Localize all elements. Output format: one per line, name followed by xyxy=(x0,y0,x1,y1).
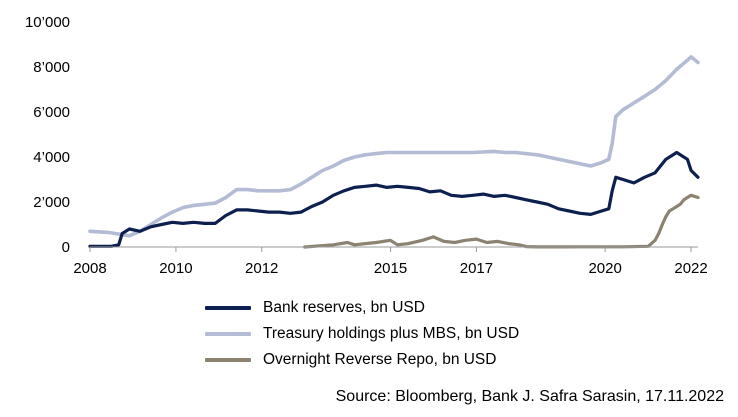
y-tick-label: 8’000 xyxy=(33,59,70,76)
y-tick-label: 2’000 xyxy=(33,194,70,211)
x-tick-label: 2015 xyxy=(374,260,407,277)
chart-plot: 0 2’000 4’000 6’000 8’000 10’000 2008 2010 2012… xyxy=(25,14,708,277)
series-line-0 xyxy=(88,150,700,248)
series-layer xyxy=(88,55,700,249)
legend-item-treasury-mbs: Treasury holdings plus MBS, bn USD xyxy=(205,322,519,346)
y-tick-label: 6’000 xyxy=(33,104,70,121)
legend-item-overnight-reverse-repo: Overnight Reverse Repo, bn USD xyxy=(205,348,519,372)
legend-label: Overnight Reverse Repo, bn USD xyxy=(263,351,497,368)
x-tick-label: 2008 xyxy=(73,260,106,277)
legend-label: Treasury holdings plus MBS, bn USD xyxy=(263,325,520,342)
x-tick-label: 2017 xyxy=(460,260,493,277)
legend-item-bank-reserves: Bank reserves, bn USD xyxy=(205,296,519,320)
x-tick-label: 2020 xyxy=(588,260,621,277)
y-tick-label: 10’000 xyxy=(25,14,70,31)
y-tick-label: 4’000 xyxy=(33,149,70,166)
legend-swatch xyxy=(205,306,251,310)
series-line-2 xyxy=(303,193,700,249)
source-note: Source: Bloomberg, Bank J. Safra Sarasin… xyxy=(335,388,724,405)
series-line-1 xyxy=(88,55,700,238)
legend-swatch xyxy=(205,358,251,362)
y-axis-ticks: 0 2’000 4’000 6’000 8’000 10’000 xyxy=(25,14,70,256)
chart-legend: Bank reserves, bn USD Treasury holdings … xyxy=(205,296,519,374)
x-tick-label: 2010 xyxy=(159,260,192,277)
x-tick-label: 2022 xyxy=(674,260,707,277)
x-axis-ticks: 2008 2010 2012 2015 2017 2020 2022 xyxy=(73,247,708,277)
x-tick-label: 2012 xyxy=(245,260,278,277)
y-tick-label: 0 xyxy=(62,239,70,256)
legend-label: Bank reserves, bn USD xyxy=(263,299,425,316)
legend-swatch xyxy=(205,332,251,336)
